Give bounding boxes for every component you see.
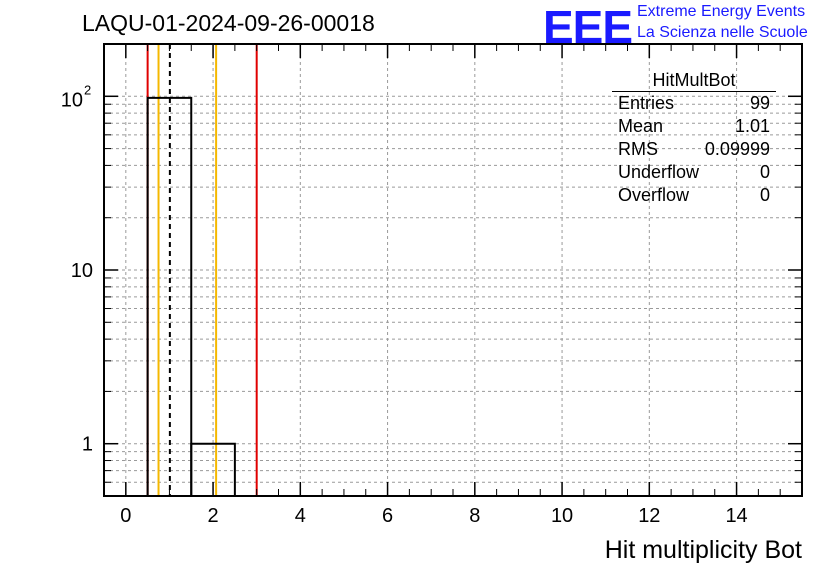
stats-title: HitMultBot: [612, 70, 776, 92]
stats-value: 0: [759, 185, 770, 205]
logo-subtitle-1: Extreme Energy Events: [637, 3, 806, 20]
x-tick-label: 2: [208, 505, 219, 527]
y-tick-label: 10: [71, 260, 93, 282]
plot-title: LAQU-01-2024-09-26-00018: [82, 10, 375, 36]
eee-logo: EEE: [543, 1, 633, 53]
stats-row-underflow: Underflow 0: [612, 161, 776, 184]
x-axis-label: Hit multiplicity Bot: [604, 536, 802, 564]
stats-box: HitMultBot Entries 99 Mean 1.01 RMS 0.09…: [612, 70, 776, 207]
stats-label: Overflow: [618, 185, 690, 205]
logo-subtitle-2: La Scienza nelle Scuole: [637, 24, 808, 41]
stats-row-mean: Mean 1.01: [612, 115, 776, 138]
x-tick-label: 10: [551, 505, 573, 527]
stats-row-rms: RMS 0.09999: [612, 138, 776, 161]
y-tick-label-exponent: 2: [84, 82, 91, 97]
stats-value: 99: [749, 93, 770, 113]
y-tick-label: 10: [61, 89, 83, 111]
y-tick-label: 1: [82, 434, 93, 456]
stats-value: 0: [759, 162, 770, 182]
stats-label: Entries: [618, 93, 675, 113]
stats-label: RMS: [618, 139, 658, 159]
x-tick-label: 12: [638, 505, 660, 527]
histogram-bars: [146, 96, 236, 496]
stats-label: Underflow: [618, 162, 700, 182]
x-tick-label: 8: [469, 505, 480, 527]
x-tick-label: 4: [295, 505, 306, 527]
stats-row-entries: Entries 99: [612, 92, 776, 115]
stats-row-overflow: Overflow 0: [612, 184, 776, 207]
stats-label: Mean: [618, 116, 664, 136]
histogram-bar: [190, 442, 236, 496]
histogram-bar: [146, 96, 193, 496]
axis-ticks: [104, 43, 802, 497]
stats-value: 0.09999: [704, 139, 770, 159]
stats-value: 1.01: [734, 116, 770, 136]
x-tick-label: 0: [120, 505, 131, 527]
x-tick-label: 6: [382, 505, 393, 527]
x-tick-label: 14: [725, 505, 747, 527]
